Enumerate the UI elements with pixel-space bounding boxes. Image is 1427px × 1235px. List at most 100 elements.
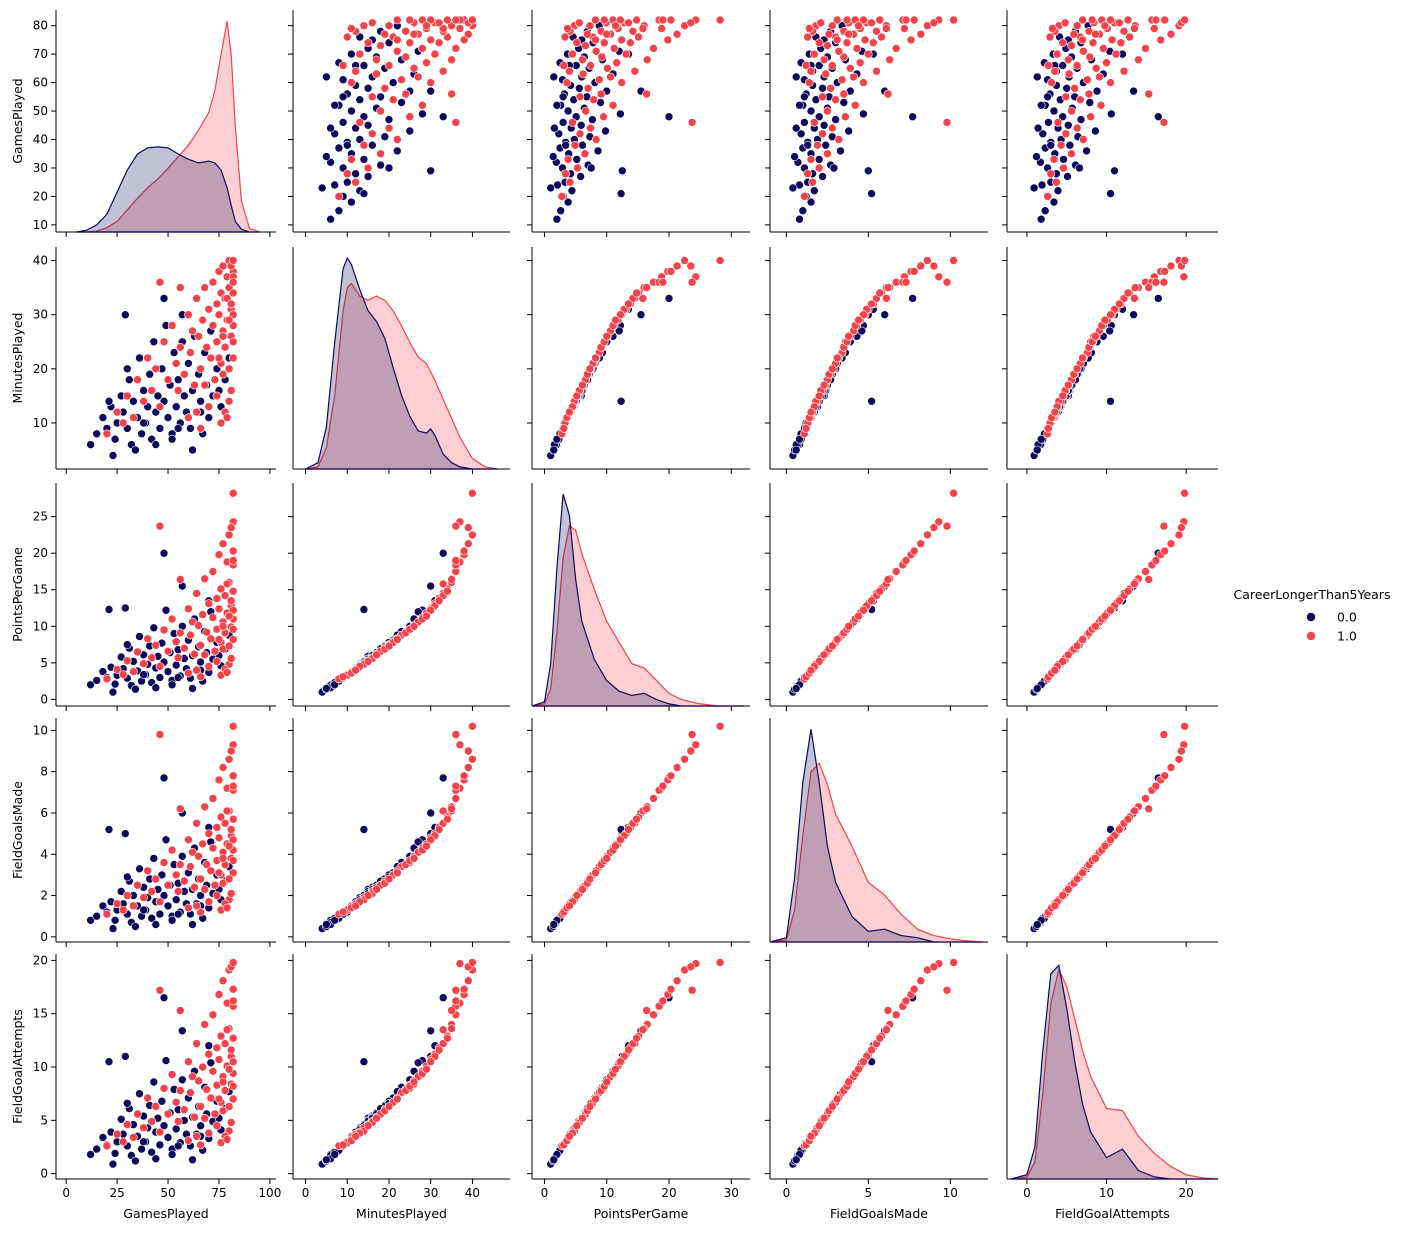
point-class-1 xyxy=(159,337,169,347)
panel-PointsPerGame-vs-GamesPlayed: 0 5 10 15 20 25 PointsPerGame xyxy=(10,483,276,711)
point-class-1 xyxy=(228,605,238,615)
point-class-1 xyxy=(1166,29,1176,39)
point-class-0 xyxy=(116,887,126,896)
point-class-1 xyxy=(204,1049,214,1059)
point-class-0 xyxy=(438,993,448,1003)
point-class-1 xyxy=(1095,72,1104,82)
x-tick-label: 100 xyxy=(258,1186,281,1200)
point-class-1 xyxy=(384,641,394,651)
point-class-0 xyxy=(322,152,331,161)
point-class-1 xyxy=(1123,288,1133,298)
point-class-1 xyxy=(155,521,165,531)
point-class-1 xyxy=(1061,92,1071,102)
point-class-0 xyxy=(1038,129,1048,139)
point-class-0 xyxy=(546,183,556,193)
point-class-1 xyxy=(1177,746,1186,756)
point-class-1 xyxy=(1166,763,1176,772)
point-class-1 xyxy=(1106,605,1115,615)
point-class-0 xyxy=(359,189,369,198)
point-class-1 xyxy=(1069,29,1079,39)
point-class-1 xyxy=(1064,69,1074,79)
point-class-1 xyxy=(447,21,456,31)
point-class-1 xyxy=(216,812,226,822)
point-class-1 xyxy=(351,66,360,76)
point-class-1 xyxy=(176,342,185,352)
point-class-1 xyxy=(363,1121,373,1130)
point-class-1 xyxy=(186,1088,195,1097)
point-class-1 xyxy=(388,95,398,104)
point-class-1 xyxy=(226,596,236,606)
panel-MinutesPlayed-vs-FieldGoalAttempts xyxy=(1002,247,1218,474)
point-class-1 xyxy=(459,984,469,994)
point-class-1 xyxy=(1177,523,1186,532)
point-class-0 xyxy=(593,146,603,156)
point-class-0 xyxy=(426,581,436,591)
point-class-0 xyxy=(86,1150,95,1159)
y-tick-label: 0 xyxy=(40,692,48,706)
point-class-1 xyxy=(1160,15,1169,25)
point-class-0 xyxy=(1110,166,1119,176)
point-class-0 xyxy=(322,920,331,929)
point-class-1 xyxy=(854,315,863,325)
point-class-1 xyxy=(809,49,819,59)
point-class-1 xyxy=(608,101,618,110)
point-class-1 xyxy=(206,634,216,644)
point-class-1 xyxy=(832,1094,842,1104)
point-class-1 xyxy=(224,1064,234,1074)
point-class-1 xyxy=(196,1102,205,1111)
x-tick-label: 10 xyxy=(943,1186,958,1200)
point-class-1 xyxy=(347,155,356,164)
y-axis-label: GamesPlayed xyxy=(10,78,25,163)
point-class-0 xyxy=(157,870,167,880)
point-class-0 xyxy=(380,132,390,141)
point-class-1 xyxy=(611,1064,620,1074)
point-class-1 xyxy=(228,546,238,556)
point-class-1 xyxy=(867,299,876,309)
point-class-1 xyxy=(212,823,222,832)
point-class-0 xyxy=(347,106,356,116)
point-class-1 xyxy=(634,32,643,42)
point-class-1 xyxy=(1160,267,1169,276)
point-class-0 xyxy=(572,155,582,164)
point-class-0 xyxy=(867,396,876,406)
point-class-1 xyxy=(1106,78,1115,87)
point-class-1 xyxy=(827,21,837,31)
point-class-1 xyxy=(220,342,230,352)
panel-MinutesPlayed-vs-FieldGoalsMade xyxy=(765,247,988,474)
point-class-1 xyxy=(806,1132,816,1141)
point-class-0 xyxy=(1036,214,1046,224)
point-class-1 xyxy=(167,845,177,855)
point-class-1 xyxy=(188,326,197,336)
y-tick-label: 20 xyxy=(33,362,48,376)
point-class-1 xyxy=(642,804,651,814)
point-class-1 xyxy=(228,1094,238,1104)
point-class-1 xyxy=(872,66,881,76)
point-class-1 xyxy=(216,1031,226,1041)
point-class-1 xyxy=(565,901,574,911)
point-class-0 xyxy=(139,905,148,915)
point-class-0 xyxy=(438,548,448,558)
point-class-1 xyxy=(216,584,226,594)
point-class-1 xyxy=(1085,52,1095,62)
point-class-1 xyxy=(451,730,461,739)
point-class-1 xyxy=(204,897,214,907)
point-class-1 xyxy=(372,885,381,894)
point-class-1 xyxy=(929,962,939,972)
y-tick-label: 70 xyxy=(33,47,48,61)
point-class-1 xyxy=(859,605,868,615)
point-class-1 xyxy=(451,118,461,127)
point-class-1 xyxy=(611,21,620,31)
point-class-0 xyxy=(196,396,205,406)
point-class-1 xyxy=(821,69,831,79)
point-class-1 xyxy=(401,89,411,99)
point-class-0 xyxy=(549,1155,559,1165)
point-class-1 xyxy=(1050,66,1060,76)
point-class-1 xyxy=(334,192,344,201)
point-class-1 xyxy=(1144,804,1153,814)
point-class-0 xyxy=(139,386,148,395)
point-class-0 xyxy=(108,1159,118,1169)
point-class-1 xyxy=(200,802,209,812)
point-class-0 xyxy=(1036,101,1046,110)
point-class-0 xyxy=(818,84,827,93)
point-class-0 xyxy=(578,140,587,150)
